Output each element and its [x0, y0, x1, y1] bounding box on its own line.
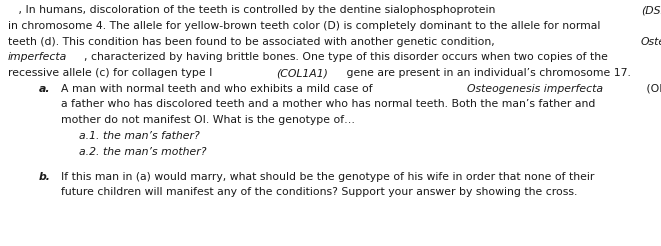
Text: (DSPP): (DSPP) — [641, 5, 661, 15]
Text: imperfecta: imperfecta — [8, 52, 67, 62]
Text: (COL1A1): (COL1A1) — [276, 68, 328, 78]
Text: Osteogenesis: Osteogenesis — [641, 37, 661, 46]
Text: future children will manifest any of the conditions? Support your answer by show: future children will manifest any of the… — [61, 187, 577, 197]
Text: mother do not manifest OI. What is the genotype of…: mother do not manifest OI. What is the g… — [61, 115, 355, 125]
Text: a father who has discolored teeth and a mother who has normal teeth. Both the ma: a father who has discolored teeth and a … — [61, 99, 595, 109]
Text: gene are present in an individual’s chromosome 17.: gene are present in an individual’s chro… — [343, 68, 631, 78]
Text: a.2. the man’s mother?: a.2. the man’s mother? — [79, 147, 207, 156]
Text: (OI) was born to: (OI) was born to — [643, 84, 661, 94]
Text: Osteogenesis imperfecta: Osteogenesis imperfecta — [467, 84, 603, 94]
Text: A man with normal teeth and who exhibits a mild case of: A man with normal teeth and who exhibits… — [61, 84, 376, 94]
Text: in chromosome 4. The allele for yellow-brown teeth color (D) is completely domin: in chromosome 4. The allele for yellow-b… — [8, 21, 600, 31]
Text: recessive allele (c) for collagen type I: recessive allele (c) for collagen type I — [8, 68, 215, 78]
Text: If this man in (a) would marry, what should be the genotype of his wife in order: If this man in (a) would marry, what sho… — [61, 172, 594, 182]
Text: b.: b. — [38, 172, 50, 182]
Text: teeth (d). This condition has been found to be associated with another genetic c: teeth (d). This condition has been found… — [8, 37, 498, 46]
Text: a.1. the man’s father?: a.1. the man’s father? — [79, 131, 200, 141]
Text: , In humans, discoloration of the teeth is controlled by the dentine sialophosph: , In humans, discoloration of the teeth … — [8, 5, 499, 15]
Text: , characterized by having brittle bones. One type of this disorder occurs when t: , characterized by having brittle bones.… — [85, 52, 608, 62]
Text: a.: a. — [38, 84, 50, 94]
